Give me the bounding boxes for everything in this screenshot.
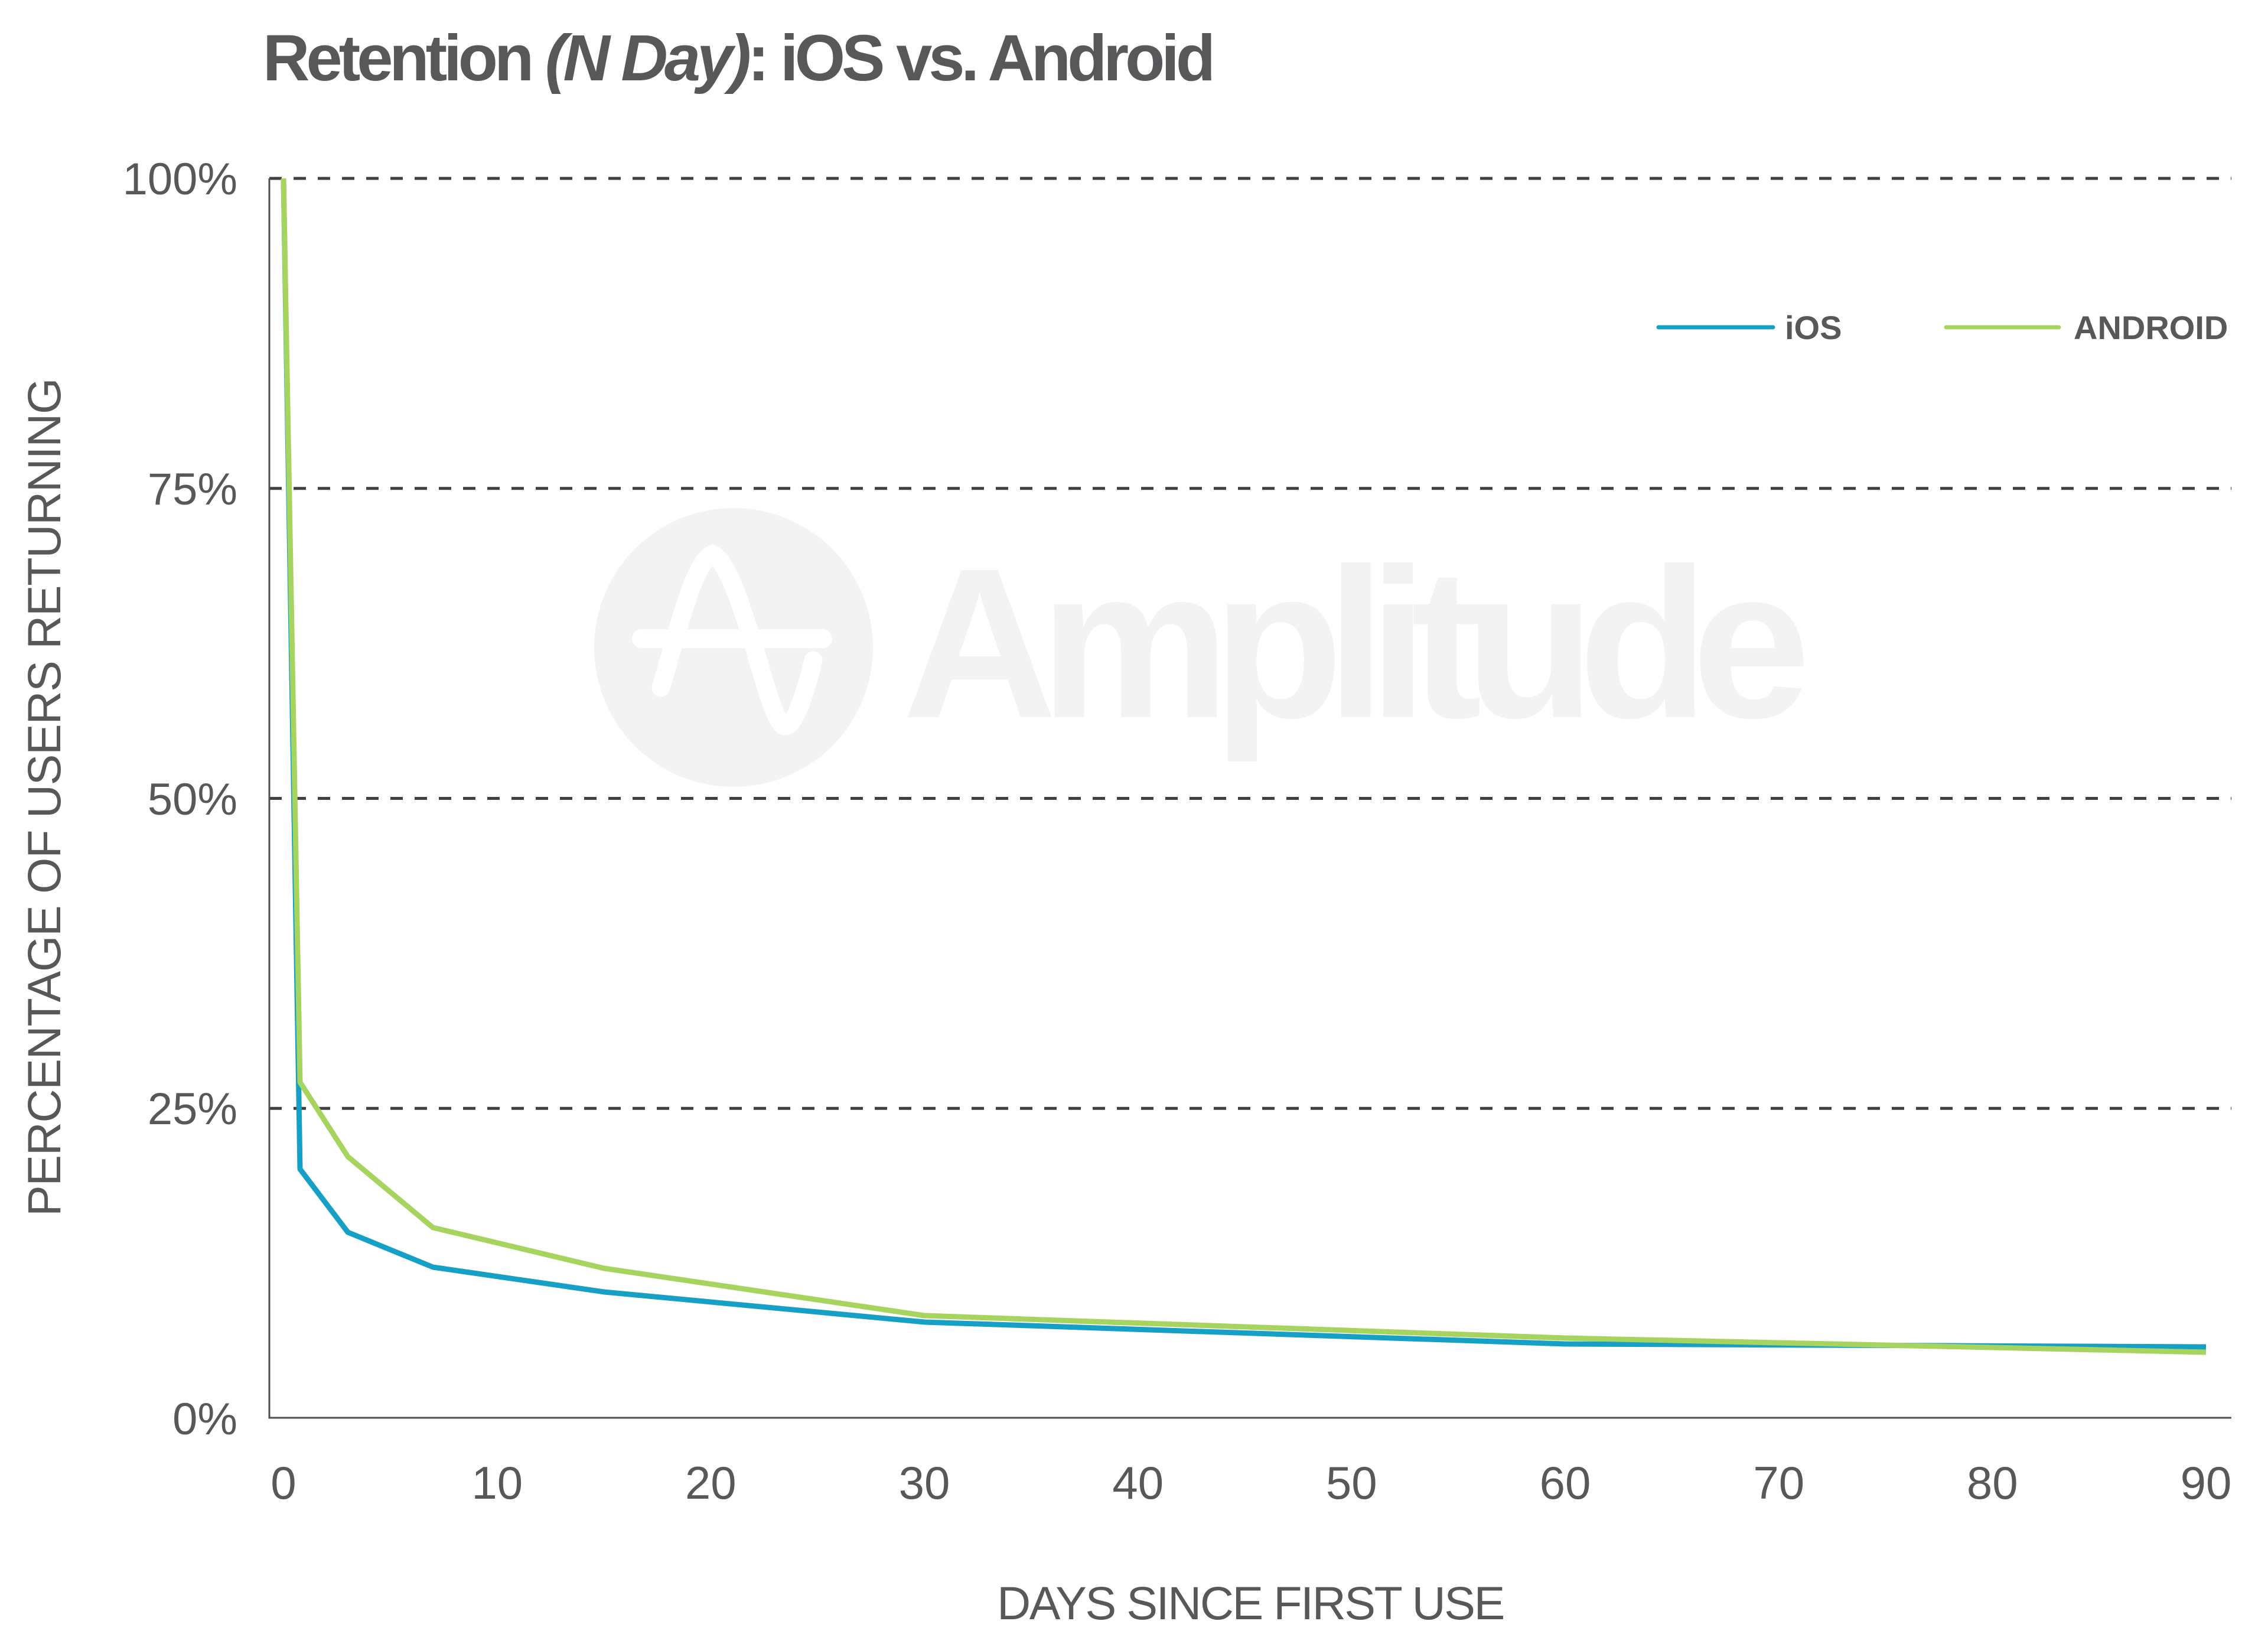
svg-text:10: 10 xyxy=(471,1457,523,1509)
svg-text:60: 60 xyxy=(1540,1457,1591,1509)
svg-text:75%: 75% xyxy=(148,464,237,515)
svg-text:Amplitude: Amplitude xyxy=(902,523,1806,764)
svg-text:0%: 0% xyxy=(172,1394,237,1444)
svg-text:40: 40 xyxy=(1112,1457,1164,1509)
svg-text:Retention (N Day): iOS vs. And: Retention (N Day): iOS vs. Android xyxy=(263,22,1212,95)
svg-text:30: 30 xyxy=(899,1457,950,1509)
svg-text:100%: 100% xyxy=(123,154,237,204)
svg-text:25%: 25% xyxy=(148,1084,237,1134)
svg-text:20: 20 xyxy=(685,1457,737,1509)
svg-text:ANDROID: ANDROID xyxy=(2074,309,2228,346)
svg-text:50%: 50% xyxy=(148,774,237,825)
svg-text:50: 50 xyxy=(1326,1457,1377,1509)
svg-text:80: 80 xyxy=(1967,1457,2018,1509)
svg-text:iOS: iOS xyxy=(1785,309,1842,346)
svg-text:0: 0 xyxy=(271,1457,296,1509)
svg-text:PERCENTAGE OF USERS RETURNING: PERCENTAGE OF USERS RETURNING xyxy=(18,379,70,1216)
svg-text:90: 90 xyxy=(2181,1457,2232,1509)
svg-text:70: 70 xyxy=(1753,1457,1804,1509)
svg-text:DAYS SINCE FIRST USE: DAYS SINCE FIRST USE xyxy=(997,1577,1504,1629)
